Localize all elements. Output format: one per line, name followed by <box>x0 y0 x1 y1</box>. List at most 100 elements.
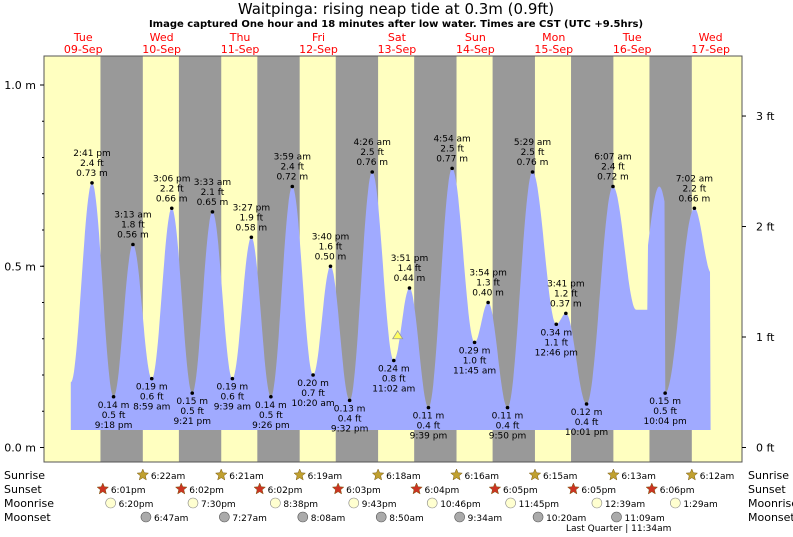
tide-area <box>70 168 711 430</box>
sunset-time: 6:05pm <box>503 486 538 496</box>
tide-point <box>169 206 174 211</box>
tide-label-line: 1.8 ft <box>121 221 145 231</box>
moonrise-time: 6:20pm <box>119 500 154 510</box>
left-axis-label: 0.5 m <box>4 260 36 273</box>
moonrise-moon-icon <box>270 497 281 509</box>
moonset-moon-icon <box>611 511 622 523</box>
tide-label-line: 0.34 m <box>540 328 572 338</box>
day-name: Wed <box>150 31 174 44</box>
tide-point <box>311 373 315 377</box>
tide-label-line: 0.14 m <box>98 401 130 411</box>
axes: 1.0 m 0.5 m 0.0 m 3 ft 2 ft 1 ft 0 ft <box>4 55 775 463</box>
low-tide-label: 0.14 m0.5 ft9:18 pm <box>95 394 132 431</box>
sunset-star-icon <box>253 482 267 495</box>
high-tide-label: 4:26 am2.5 ft0.76 m <box>354 138 391 174</box>
sunrise-star-icon <box>136 468 150 481</box>
tide-label-line: 3:59 am <box>274 153 311 163</box>
moonrise-moon-icon <box>348 497 360 509</box>
sunrise-star-icon <box>607 468 620 481</box>
tide-label-line: 0.20 m <box>297 379 329 389</box>
tide-label-line: 0.5 ft <box>653 407 677 417</box>
tide-label-line: 2.4 ft <box>80 159 104 169</box>
tide-label-line: 0.19 m <box>217 383 249 393</box>
day-date: 11-Sep <box>221 43 260 56</box>
tide-label-line: 0.56 m <box>117 231 149 241</box>
sunset-time: 6:02pm <box>189 486 224 496</box>
tide-point <box>611 184 615 189</box>
tide-label-line: 1.2 ft <box>554 289 578 299</box>
tide-label-line: 1.1 ft <box>544 338 568 348</box>
day-date: 09-Sep <box>64 43 103 56</box>
tide-label-line: 0.58 m <box>236 223 268 233</box>
tide-label-line: 0.19 m <box>136 383 168 393</box>
sunset-time: 6:04pm <box>425 486 460 496</box>
sunset-star-icon <box>96 482 110 495</box>
sunrise-star-icon <box>214 468 228 481</box>
day-name: Sat <box>388 31 407 44</box>
tide-label-line: 9:50 pm <box>489 432 527 442</box>
high-tide-label: 4:54 am2.5 ft0.77 m <box>433 134 471 171</box>
moonrise-time: 12:39am <box>605 500 645 510</box>
current-tide-marker <box>391 329 404 340</box>
tide-label-line: 2.5 ft <box>521 148 545 158</box>
day-date: 17-Sep <box>691 43 730 56</box>
moonrise-moon-icon <box>591 497 603 509</box>
low-tide-label: 0.11 m0.4 ft9:39 pm <box>410 405 447 442</box>
tide-label-line: 3:06 pm <box>153 174 191 184</box>
tide-point <box>111 394 116 399</box>
moonset-moon-icon <box>454 511 465 523</box>
tide-label-line: 3:54 pm <box>469 269 507 279</box>
tide-point <box>391 358 396 363</box>
moonset-time: 6:47am <box>154 514 189 524</box>
sunrise-star-icon <box>293 468 307 481</box>
tide-label-line: 7:02 am <box>676 174 713 184</box>
left-axis-label: 0.0 m <box>4 442 36 455</box>
day-name: Tue <box>622 31 642 44</box>
tide-point <box>230 376 235 381</box>
moonset-moon-icon <box>297 511 309 523</box>
tide-label-line: 0.5 ft <box>180 407 204 417</box>
day-headers: Tue09-SepWed10-SepThu11-SepFri12-SepSat1… <box>64 31 730 56</box>
day-date: 16-Sep <box>613 43 652 56</box>
sunset-time: 6:01pm <box>111 486 146 496</box>
moon-phase-note: Last Quarter | 11:34am <box>566 524 671 534</box>
chart-title: Waitpinga: rising neap tide at 0.3m (0.9… <box>238 0 554 18</box>
sunset-row-label-left: Sunset <box>4 483 42 496</box>
tide-label-line: 9:39 am <box>214 403 251 413</box>
tide-label-line: 2.2 ft <box>160 184 184 194</box>
sunset-star-icon <box>567 482 580 495</box>
low-tide-label: 0.11 m0.4 ft9:50 pm <box>489 405 527 442</box>
tide-label-line: 9:32 pm <box>331 424 369 434</box>
moonrise-time: 11:45pm <box>519 500 559 510</box>
sunset-time: 6:03pm <box>346 486 381 496</box>
tide-label-line: 0.8 ft <box>382 375 406 385</box>
sunrise-row-label-left: Sunrise <box>4 469 45 482</box>
day-date: 14-Sep <box>456 43 495 56</box>
tide-label-line: 3:13 am <box>114 211 151 221</box>
tide-label-line: 0.11 m <box>413 412 445 422</box>
day-date: 13-Sep <box>378 43 417 56</box>
tide-label-line: 9:26 pm <box>252 421 290 431</box>
tide-point <box>328 264 333 269</box>
sunset-time: 6:02pm <box>268 486 303 496</box>
right-axis-label: 3 ft <box>756 110 775 123</box>
tide-point <box>190 391 195 395</box>
tide-point <box>149 376 154 381</box>
tide-point <box>486 300 490 305</box>
moonset-time: 9:34am <box>468 514 503 524</box>
tide-label-line: 9:21 pm <box>173 417 211 427</box>
tide-label-line: 0.4 ft <box>338 414 362 424</box>
sunrise-time: 6:22am <box>151 472 186 482</box>
tide-label-line: 3:51 pm <box>391 254 429 264</box>
tide-label-line: 2.5 ft <box>360 148 384 158</box>
sunset-star-icon <box>488 482 502 495</box>
sunrise-time: 6:13am <box>621 472 656 482</box>
tide-label-line: 0.77 m <box>436 154 468 164</box>
moonset-time: 7:27am <box>232 514 267 524</box>
sunset-star-icon <box>174 482 188 495</box>
tide-point <box>249 235 254 240</box>
high-tide-label: 5:29 am2.5 ft0.76 m <box>514 138 551 174</box>
